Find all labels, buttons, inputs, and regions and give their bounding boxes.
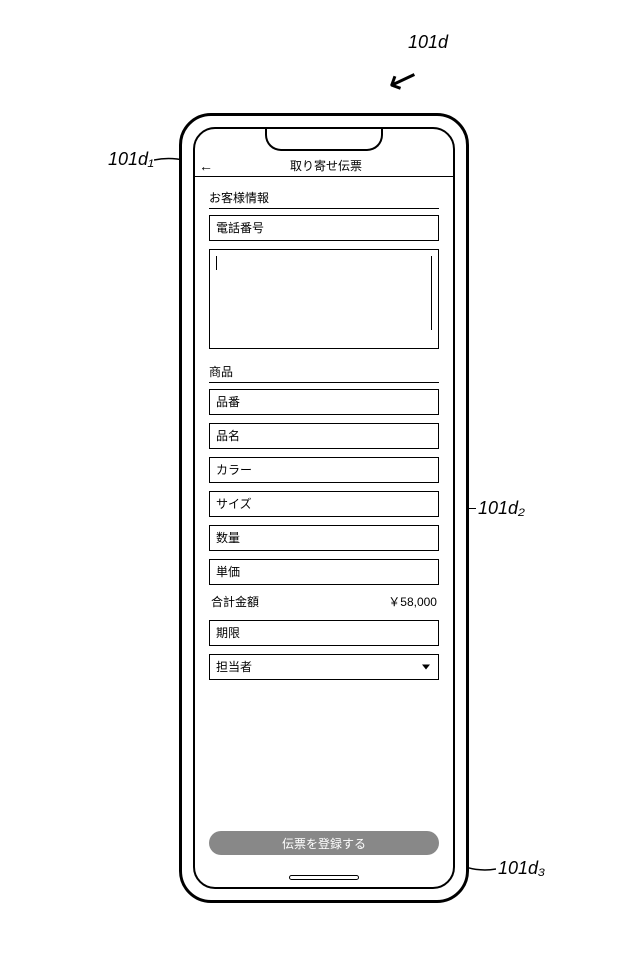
phone-frame: ← 取り寄せ伝票 お客様情報 電話番号 商品 品番 品名 カラー サイズ 数量 … <box>179 113 469 903</box>
total-row: 合計金額 ￥58,000 <box>209 593 439 610</box>
page-title: 取り寄せ伝票 <box>217 157 435 174</box>
quantity-field[interactable]: 数量 <box>209 525 439 551</box>
color-field[interactable]: カラー <box>209 457 439 483</box>
staff-select[interactable]: 担当者 <box>209 654 439 680</box>
size-field[interactable]: サイズ <box>209 491 439 517</box>
total-label: 合計金額 <box>211 593 259 610</box>
back-icon[interactable]: ← <box>199 158 213 174</box>
product-section-header: 商品 <box>209 363 439 383</box>
ref-main: 101d <box>408 32 448 53</box>
title-bar: ← 取り寄せ伝票 <box>195 155 453 177</box>
unit-price-field[interactable]: 単価 <box>209 559 439 585</box>
deadline-field[interactable]: 期限 <box>209 620 439 646</box>
ref-main-arrow: ↙ <box>382 54 425 104</box>
phone-field[interactable]: 電話番号 <box>209 215 439 241</box>
ref-button: 101d₃ <box>498 858 545 879</box>
chevron-down-icon <box>422 665 430 670</box>
notch <box>265 129 383 151</box>
register-slip-button[interactable]: 伝票を登録する <box>209 831 439 855</box>
ref-title: 101d₁ <box>108 149 154 170</box>
total-value: ￥58,000 <box>388 593 437 610</box>
text-cursor <box>216 256 217 270</box>
form-area: お客様情報 電話番号 商品 品番 品名 カラー サイズ 数量 単価 合計金額 ￥… <box>209 185 439 829</box>
item-number-field[interactable]: 品番 <box>209 389 439 415</box>
textarea-scrollbar[interactable] <box>431 256 432 330</box>
customer-notes-textarea[interactable] <box>209 249 439 349</box>
register-slip-label: 伝票を登録する <box>282 835 366 852</box>
home-indicator[interactable] <box>289 875 359 880</box>
staff-select-label: 担当者 <box>216 660 252 674</box>
screen: ← 取り寄せ伝票 お客様情報 電話番号 商品 品番 品名 カラー サイズ 数量 … <box>193 127 455 889</box>
customer-section-header: お客様情報 <box>209 189 439 209</box>
item-name-field[interactable]: 品名 <box>209 423 439 449</box>
ref-form: 101d₂ <box>478 498 525 519</box>
